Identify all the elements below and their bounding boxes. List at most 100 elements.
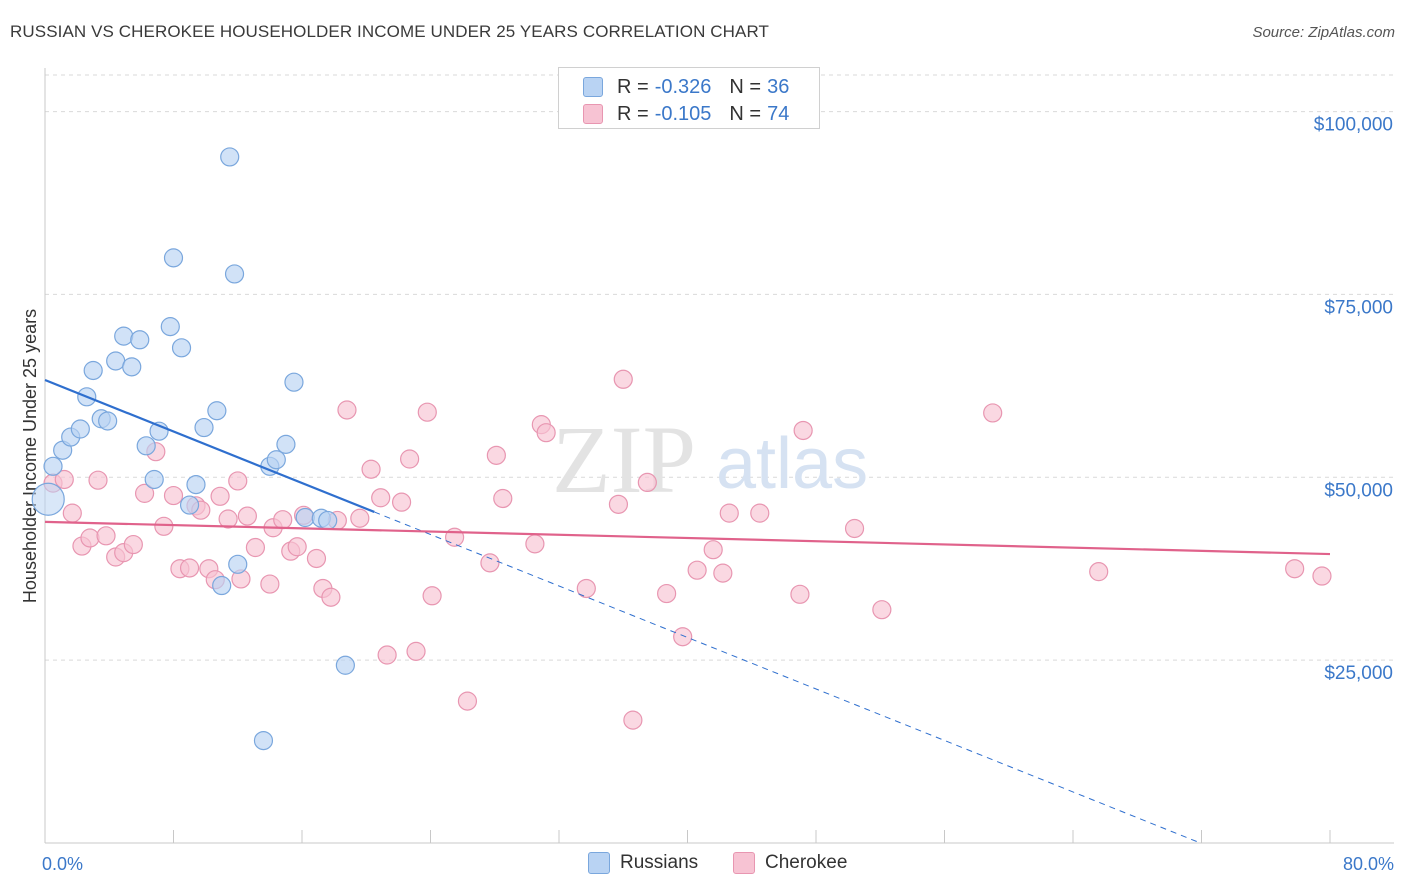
- cherokee-point: [391, 492, 412, 512]
- n-label: N =: [729, 75, 762, 98]
- cherokee-point: [96, 526, 116, 546]
- cherokee-point: [493, 488, 513, 509]
- russians-point: [70, 419, 90, 439]
- russians-point: [43, 456, 63, 476]
- cherokee-point: [790, 584, 810, 604]
- cherokee-point: [793, 420, 813, 441]
- cherokee-point: [637, 472, 657, 493]
- cherokee-point: [1285, 559, 1305, 579]
- y-tick-label: $75,000: [1324, 297, 1393, 318]
- cherokee-point: [337, 400, 357, 420]
- cherokee-legend-swatch: [733, 852, 755, 874]
- x-tick-labels: 0.0% 80.0%: [42, 854, 1394, 874]
- russians-point: [224, 264, 245, 284]
- r-label: R =: [617, 102, 649, 125]
- legend-label-cherokee: Cherokee: [765, 852, 848, 873]
- cherokee-point: [844, 518, 865, 539]
- cherokee-point: [576, 578, 596, 599]
- y-axis-label: Householder Income Under 25 years: [20, 309, 40, 603]
- cherokee-point: [306, 548, 327, 569]
- x-tick-label-max: 80.0%: [1343, 854, 1394, 874]
- russians-point: [318, 510, 338, 531]
- cherokee-point: [983, 403, 1003, 423]
- russians-point: [31, 482, 65, 516]
- watermark-zip: ZIP: [552, 406, 696, 513]
- cherokee-point: [210, 486, 230, 506]
- cherokee-point: [54, 469, 74, 490]
- cherokee-point: [525, 534, 545, 554]
- russians-point: [220, 147, 240, 167]
- russians-point: [171, 338, 192, 358]
- cherokee-point: [703, 540, 723, 560]
- russians-point: [207, 401, 227, 421]
- cherokee-point: [245, 537, 266, 558]
- russians-point: [122, 357, 142, 377]
- n-value: 74: [767, 102, 790, 125]
- russians-point: [136, 436, 156, 456]
- russians-point: [253, 730, 274, 751]
- cherokee-point: [273, 510, 293, 530]
- r-value: -0.105: [654, 102, 712, 125]
- russians-point: [266, 450, 286, 470]
- cherokee-point: [713, 563, 733, 583]
- cherokee-point: [377, 645, 397, 665]
- r-label: R =: [617, 75, 649, 98]
- russians-point: [276, 434, 296, 454]
- y-tick-label: $50,000: [1324, 480, 1393, 501]
- stats-row-russians: R = -0.326 N = 36: [583, 74, 789, 100]
- russians-point: [295, 507, 315, 528]
- source-credit: Source: ZipAtlas.com: [1252, 24, 1395, 41]
- russians-point: [335, 655, 355, 675]
- cherokee-point: [1312, 566, 1332, 586]
- russians-point: [106, 351, 126, 371]
- russians-point: [83, 360, 103, 381]
- cherokee-point: [657, 583, 677, 604]
- cherokee-point: [237, 506, 257, 526]
- x-tick-label-min: 0.0%: [42, 854, 83, 874]
- stats-legend: R = -0.326 N = 36 R = -0.105 N = 74: [558, 67, 820, 129]
- cherokee-point: [88, 470, 108, 490]
- cherokee-point: [457, 691, 478, 711]
- cherokee-point: [1089, 562, 1109, 582]
- cherokee-point: [80, 528, 100, 548]
- cherokee-point: [750, 503, 770, 523]
- cherokee-point: [123, 534, 143, 555]
- cherokee-point: [719, 503, 739, 523]
- cherokee-point: [260, 574, 280, 594]
- russians-point: [212, 575, 232, 596]
- cherokee-point: [350, 508, 370, 528]
- watermark: ZIP atlas: [552, 406, 868, 513]
- r-value: -0.326: [654, 75, 712, 98]
- russians-point: [114, 326, 134, 346]
- trend-lines: [44, 378, 1331, 844]
- russians-point: [160, 317, 180, 337]
- watermark-atlas: atlas: [716, 424, 868, 504]
- cherokee-swatch: [583, 104, 603, 124]
- cherokee-point: [536, 423, 556, 443]
- russians-swatch: [583, 77, 603, 97]
- russians-point: [144, 469, 164, 490]
- cherokee-point: [422, 586, 442, 606]
- cherokee-point: [608, 494, 629, 514]
- cherokee-point: [134, 483, 155, 503]
- cherokee-point: [417, 402, 437, 422]
- legend-item-cherokee[interactable]: Cherokee: [733, 852, 847, 874]
- cherokee-point: [371, 488, 391, 508]
- legend-item-russians[interactable]: Russians: [588, 852, 698, 874]
- cherokee-point: [400, 449, 420, 469]
- n-value: 36: [767, 75, 790, 98]
- cherokee-point: [163, 485, 184, 506]
- cherokee-trend-line: [44, 520, 1331, 556]
- cherokee-point: [62, 503, 82, 523]
- russians-point: [228, 554, 248, 574]
- russians-point: [98, 411, 118, 431]
- y-tick-label: $100,000: [1314, 115, 1393, 136]
- cherokee-point: [321, 587, 341, 607]
- cherokee-point: [361, 459, 381, 479]
- cherokee-point: [406, 641, 426, 661]
- series-legend: Russians Cherokee: [0, 852, 1406, 878]
- legend-label-russians: Russians: [620, 852, 699, 873]
- stats-row-cherokee: R = -0.105 N = 74: [583, 101, 789, 127]
- russians-point: [179, 495, 200, 515]
